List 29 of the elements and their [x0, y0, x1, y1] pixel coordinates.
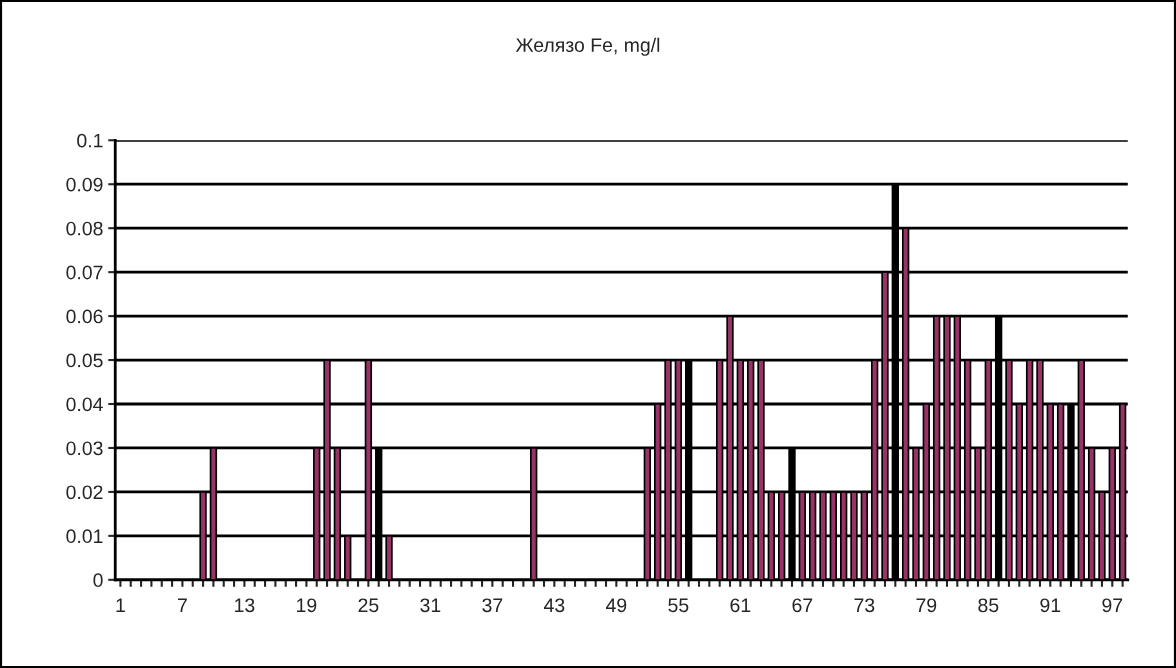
- y-tick-label: 0.05: [66, 353, 103, 368]
- y-tick-label: 0.04: [66, 397, 103, 412]
- x-tick-label: 1: [116, 598, 125, 612]
- x-tick-label: 61: [730, 598, 751, 613]
- chart-title: Желязо Fe, mg/l: [515, 37, 660, 56]
- x-tick-label: 49: [605, 598, 627, 613]
- x-tick-label: 37: [482, 598, 503, 613]
- x-tick-label: 19: [297, 598, 317, 613]
- x-tick-label: 67: [792, 598, 813, 613]
- y-tick-label: 0.08: [66, 221, 103, 236]
- y-tick-label: 0.02: [66, 485, 103, 500]
- y-tick-label: 0: [93, 573, 103, 588]
- y-tick-label: 0.06: [66, 309, 103, 324]
- x-tick-label: 97: [1102, 598, 1123, 613]
- x-tick-label: 91: [1040, 598, 1061, 613]
- x-tick-label: 79: [916, 598, 937, 613]
- y-tick-label: 0.01: [66, 529, 103, 544]
- y-tick-label: 0.03: [66, 441, 103, 456]
- x-tick-label: 31: [420, 598, 441, 613]
- x-tick-label: 13: [235, 598, 255, 613]
- x-tick-label: 43: [543, 598, 565, 613]
- x-tick-label: 25: [358, 598, 379, 613]
- x-tick-label: 55: [668, 598, 689, 613]
- y-tick-label: 0.07: [66, 265, 103, 280]
- y-tick-label: 0.09: [66, 177, 103, 192]
- x-tick-label: 73: [854, 598, 875, 613]
- x-tick-label: 85: [978, 598, 999, 613]
- y-tick-label: 0.1: [77, 133, 103, 148]
- x-tick-label: 7: [178, 598, 187, 612]
